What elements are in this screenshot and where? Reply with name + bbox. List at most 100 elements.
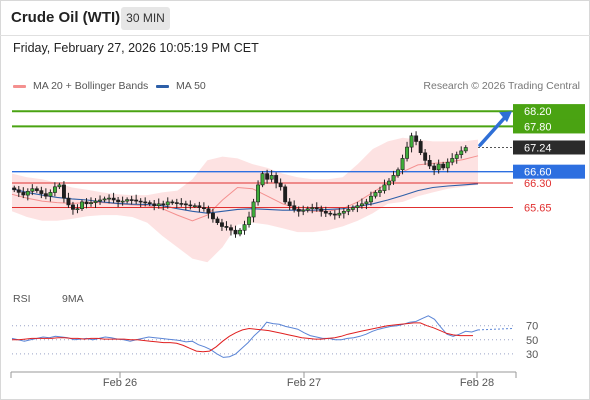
candle — [409, 135, 414, 148]
candle — [30, 188, 35, 192]
candle — [450, 158, 455, 163]
candle — [129, 199, 134, 201]
candle — [89, 202, 94, 205]
legend-ma50: MA 50 — [156, 80, 206, 92]
candle — [400, 158, 405, 170]
candle — [16, 189, 21, 193]
candle — [242, 224, 247, 231]
candle — [310, 207, 315, 210]
forecast-arrow-head — [499, 111, 512, 123]
candle — [305, 208, 310, 211]
candle — [247, 216, 251, 225]
candle — [102, 198, 107, 201]
candle — [220, 222, 224, 227]
candle — [197, 205, 202, 208]
level-label-66-30: 66.30 — [524, 178, 552, 190]
candle — [387, 180, 391, 186]
candle — [292, 205, 297, 210]
candle — [21, 192, 26, 196]
last-price-box — [513, 140, 585, 155]
ma20-label: MA 20 + Bollinger Bands — [33, 80, 149, 92]
candle — [423, 152, 428, 161]
bollinger-band-area — [12, 137, 478, 263]
candle — [134, 199, 139, 202]
candle — [332, 213, 337, 216]
candle — [116, 199, 121, 203]
candle — [107, 197, 112, 200]
candle — [43, 193, 48, 197]
candle — [251, 201, 256, 218]
candle — [188, 204, 193, 207]
rsi-tick-70: 70 — [526, 321, 538, 333]
candle — [382, 184, 387, 191]
candle — [12, 187, 17, 191]
candle — [161, 203, 166, 206]
ma20-swatch — [13, 84, 26, 88]
candle — [319, 208, 324, 212]
candle — [179, 203, 184, 205]
candle — [256, 184, 260, 203]
level-box-68-20 — [513, 104, 585, 119]
candle — [224, 226, 229, 228]
instrument-title: Crude Oil (WTI) — [11, 9, 121, 26]
candle — [156, 203, 161, 207]
candle — [396, 169, 400, 176]
ma50-line — [11, 183, 479, 214]
level-box-66-60 — [513, 164, 585, 179]
ma50-label: MA 50 — [176, 80, 206, 92]
rsi-projection-dotted — [477, 328, 513, 331]
candle — [377, 190, 382, 193]
candle — [75, 208, 80, 210]
candle — [265, 173, 270, 180]
rsi-tick-30: 30 — [526, 349, 538, 361]
candle — [283, 186, 288, 203]
candle — [373, 192, 378, 197]
level-label-67-80: 67.80 — [524, 121, 552, 133]
candle — [427, 160, 432, 167]
timeframe-button[interactable]: 30 MIN — [121, 7, 170, 30]
rsi-line — [11, 315, 479, 358]
candle — [391, 175, 396, 182]
candle — [368, 195, 373, 203]
rsi-label: RSI — [13, 293, 31, 305]
candle — [34, 188, 39, 191]
candle — [66, 197, 71, 206]
candle — [152, 203, 157, 207]
candle — [436, 163, 441, 171]
candle — [323, 211, 328, 214]
candle — [287, 201, 292, 206]
candle — [98, 199, 103, 202]
candle — [84, 201, 89, 205]
x-tick-label: Feb 27 — [287, 377, 321, 389]
candle — [111, 197, 116, 201]
candle — [328, 212, 333, 215]
x-tick-label: Feb 26 — [103, 377, 137, 389]
candle — [414, 135, 419, 142]
candle — [215, 218, 220, 223]
candle — [80, 201, 85, 209]
level-label-66-60: 66.60 — [524, 167, 552, 179]
candle — [120, 200, 125, 203]
candle — [301, 209, 306, 212]
legend-rsi: RSI — [13, 293, 31, 305]
last-price-label: 67.24 — [524, 142, 552, 154]
candle — [48, 192, 53, 197]
x-tick-label: Feb 28 — [460, 377, 494, 389]
candle — [170, 201, 175, 204]
candle — [274, 175, 279, 184]
candle — [355, 205, 360, 208]
forecast-arrow-shaft — [478, 114, 508, 147]
candle — [269, 175, 274, 180]
candle — [57, 184, 62, 188]
rsi-9ma-line — [12, 322, 473, 353]
ma9-label: 9MA — [62, 293, 84, 305]
candle — [202, 207, 206, 210]
header-divider — [0, 35, 590, 36]
candle — [71, 204, 75, 210]
candle — [445, 161, 450, 169]
candle — [238, 229, 242, 235]
candle — [174, 202, 179, 204]
candle — [459, 150, 464, 155]
candle — [314, 207, 319, 210]
